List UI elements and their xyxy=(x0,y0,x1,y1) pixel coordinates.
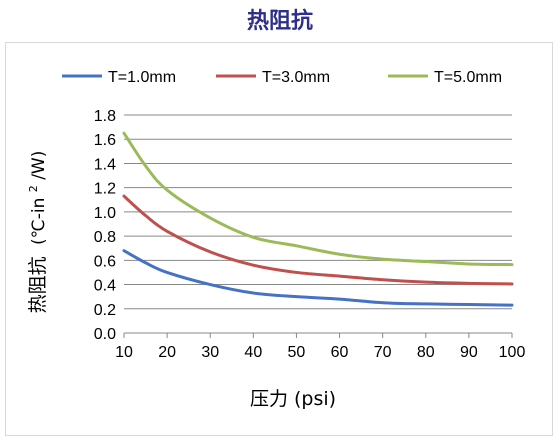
y-tick-label: 0.2 xyxy=(94,302,116,319)
y-tick-label: 0.0 xyxy=(94,326,116,343)
x-tick-label: 20 xyxy=(158,344,176,361)
y-axis-label-tail: /W) xyxy=(29,151,49,180)
y-tick-label: 1.6 xyxy=(94,132,116,149)
y-tick-label: 1.0 xyxy=(94,205,116,222)
y-axis-label-main: 热阻抗 xyxy=(27,256,49,313)
y-tick-label: 1.8 xyxy=(94,108,116,125)
y-axis-label-sup: 2 xyxy=(27,185,40,192)
y-tick-label: 0.4 xyxy=(94,278,116,295)
y-tick-label: 1.4 xyxy=(94,156,116,173)
svg-text:热阻抗 (℃-in 2: 热阻抗 (℃-in 2 /W) xyxy=(22,151,49,314)
series-line-2 xyxy=(122,194,514,286)
x-axis-label: 压力 (psi) xyxy=(250,388,336,410)
x-tick-label: 10 xyxy=(115,344,133,361)
y-axis-label: 热阻抗 (℃-in 2 /W) xyxy=(22,151,49,314)
x-tick-label: 90 xyxy=(460,344,478,361)
x-tick-label: 80 xyxy=(417,344,435,361)
series-line-1 xyxy=(122,249,514,307)
x-tick-label: 50 xyxy=(288,344,306,361)
series-lines xyxy=(122,131,514,307)
grid-lines xyxy=(124,114,512,310)
series-line-3 xyxy=(122,131,514,267)
y-axis-label-unit: (℃-in xyxy=(29,198,49,245)
legend-label: T=3.0mm xyxy=(262,69,330,86)
legend-item-2: T=3.0mm xyxy=(216,69,330,86)
y-tick-label: 0.6 xyxy=(94,253,116,270)
axes xyxy=(123,332,513,338)
x-tick-labels: 10 20 30 40 50 60 70 80 90 100 xyxy=(115,344,525,361)
x-tick-label: 60 xyxy=(331,344,349,361)
x-tick-label: 40 xyxy=(244,344,262,361)
legend-item-3: T=5.0mm xyxy=(388,69,502,86)
x-tick-label: 30 xyxy=(201,344,219,361)
y-tick-labels: 0.0 0.2 0.4 0.6 0.8 1.0 1.2 1.4 1.6 1.8 xyxy=(94,108,116,343)
legend: T=1.0mm T=3.0mm T=5.0mm xyxy=(62,69,502,86)
chart-title: 热阻抗 xyxy=(246,9,313,34)
x-tick-label: 70 xyxy=(374,344,392,361)
y-tick-label: 0.8 xyxy=(94,229,116,246)
y-tick-label: 1.2 xyxy=(94,181,116,198)
x-tick-label: 100 xyxy=(499,344,526,361)
legend-item-1: T=1.0mm xyxy=(62,69,176,86)
legend-label: T=1.0mm xyxy=(108,69,176,86)
legend-label: T=5.0mm xyxy=(434,69,502,86)
chart-frame xyxy=(5,42,553,436)
